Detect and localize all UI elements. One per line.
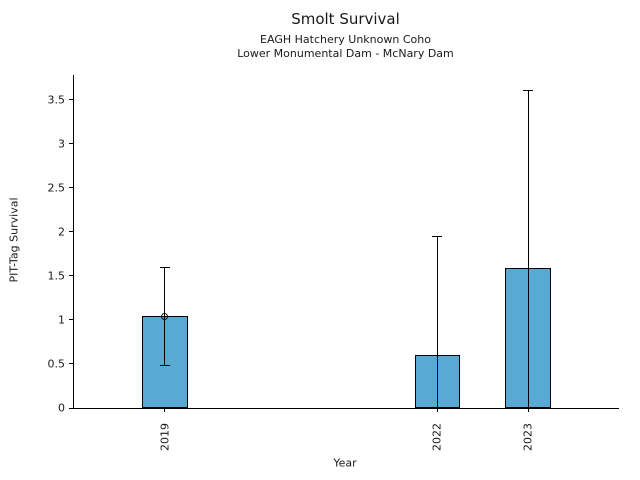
error-bar-cap-bottom [432,407,443,409]
y-tick-label: 0 [58,401,65,415]
x-axis-tick [527,408,529,412]
x-axis-tick [164,408,166,412]
error-bar-line [436,236,438,408]
y-axis-tick [69,99,73,101]
error-bar-cap-top [523,90,534,92]
y-axis-tick [69,363,73,365]
y-tick-label: 2 [58,225,65,239]
y-axis-tick [69,143,73,145]
error-bar-cap-top [159,266,170,268]
y-tick-label: 3 [58,137,65,151]
error-bar-cap-bottom [159,365,170,367]
x-tick-label: 2019 [158,423,172,451]
y-tick-label: 3.5 [47,93,66,107]
error-bar-line [527,90,529,408]
y-axis-tick [69,319,73,321]
x-axis-label: Year [333,456,357,470]
chart-subtitle-line1: EAGH Hatchery Unknown Coho [260,33,431,46]
plot-area: 0 0.5 1 1.5 2 2.5 3 3.5 2019 2022 2023 [48,75,619,451]
y-axis-tick [69,187,73,189]
y-tick-label: 2.5 [47,181,66,195]
y-axis-tick [69,231,73,233]
x-axis-tick [436,408,438,412]
error-bar-cap-bottom [523,407,534,409]
open-circle-marker [161,312,169,320]
y-tick-label: 1.5 [47,269,66,283]
x-tick-label: 2022 [430,423,444,451]
chart-title: Smolt Survival [291,10,400,28]
y-tick-label: 1 [58,313,65,327]
chart-subtitle-line2: Lower Monumental Dam - McNary Dam [237,47,454,60]
x-tick-label: 2023 [521,423,535,451]
error-bar-cap-top [432,235,443,237]
y-axis-label: PIT-Tag Survival [7,197,21,283]
y-axis-tick [69,407,73,409]
y-tick-label: 0.5 [47,357,66,371]
y-axis-tick [69,275,73,277]
